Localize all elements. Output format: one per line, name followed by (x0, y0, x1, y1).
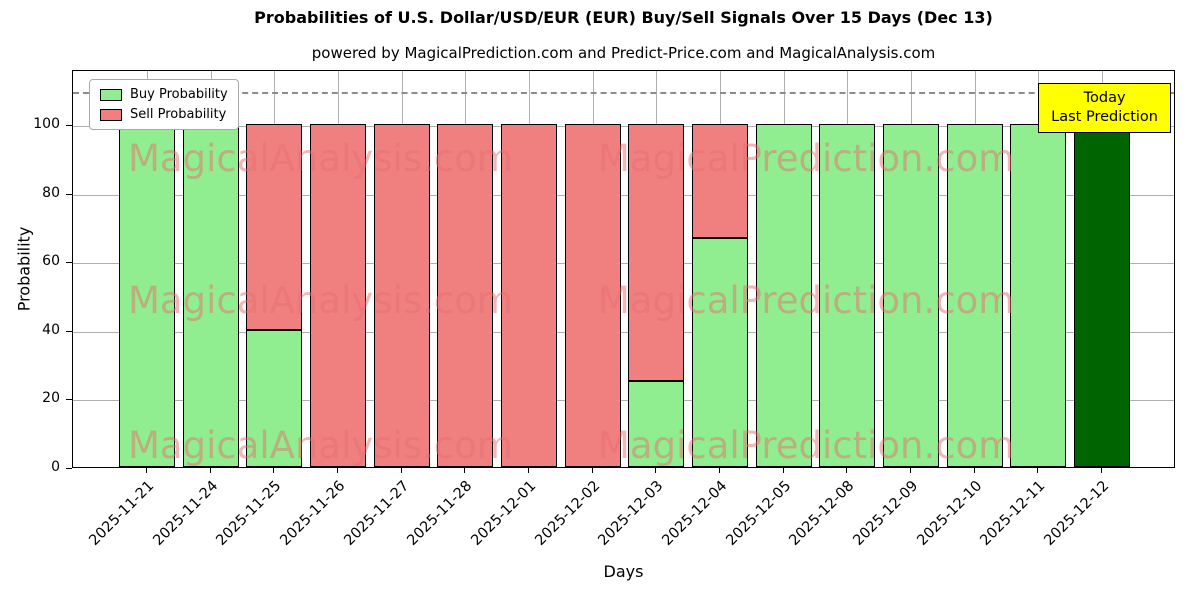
y-tick-label: 100 (33, 115, 60, 132)
bar-segment-buy (819, 123, 876, 467)
y-tick-mark (66, 193, 72, 195)
bar-segment-sell (692, 123, 749, 239)
y-tick-mark (66, 262, 72, 264)
bar-segment-buy (182, 123, 239, 467)
bar-segment-buy (1074, 123, 1131, 467)
bar-segment-buy (946, 123, 1003, 467)
h-gridline (73, 331, 1174, 333)
bar-segment-buy (692, 238, 749, 467)
x-tick-mark (910, 468, 912, 473)
x-tick-mark (1037, 468, 1039, 473)
bar-segment-sell (437, 123, 494, 467)
x-tick-mark (846, 468, 848, 473)
today-annotation-line2: Last Prediction (1051, 108, 1158, 125)
x-tick-mark (655, 468, 657, 473)
chart-title: Probabilities of U.S. Dollar/USD/EUR (EU… (254, 8, 993, 27)
h-gridline (73, 194, 1174, 196)
bar-segment-sell (564, 123, 621, 467)
legend-swatch-sell (100, 108, 122, 121)
x-tick-mark (336, 468, 338, 473)
threshold-dashed-line (73, 91, 1174, 94)
h-gridline (73, 125, 1174, 127)
y-tick-mark (66, 124, 72, 126)
bar-segment-buy (1010, 123, 1067, 467)
x-tick-label: 2025-11-21 (86, 478, 158, 549)
x-tick-mark (145, 468, 147, 473)
legend-swatch-buy (100, 88, 122, 101)
legend-label-buy: Buy Probability (130, 87, 228, 102)
legend-item-sell: Sell Probability (100, 107, 228, 122)
x-tick-mark (1101, 468, 1103, 473)
bar-segment-sell (309, 123, 366, 467)
bar-segment-sell (628, 123, 685, 382)
x-axis-label: Days (603, 562, 644, 581)
x-tick-mark (527, 468, 529, 473)
bar-segment-sell (373, 123, 430, 467)
h-gridline (73, 400, 1174, 402)
today-annotation-line1: Today (1083, 90, 1126, 106)
bar-segment-buy (883, 123, 940, 467)
bar-segment-sell (500, 123, 557, 467)
x-tick-mark (464, 468, 466, 473)
x-tick-mark (273, 468, 275, 473)
chart-subtitle: powered by MagicalPrediction.com and Pre… (311, 44, 936, 62)
h-gridline (73, 263, 1174, 265)
today-annotation: Today Last Prediction (1038, 83, 1171, 133)
bar-segment-buy (246, 329, 303, 467)
y-tick-label: 20 (42, 390, 60, 407)
x-tick-mark (209, 468, 211, 473)
x-tick-mark (719, 468, 721, 473)
x-tick-mark (973, 468, 975, 473)
x-tick-mark (591, 468, 593, 473)
legend-item-buy: Buy Probability (100, 87, 228, 102)
legend: Buy Probability Sell Probability (89, 79, 239, 130)
y-tick-mark (66, 399, 72, 401)
y-tick-mark (66, 330, 72, 332)
y-tick-mark (66, 468, 72, 469)
y-tick-label: 0 (51, 459, 60, 475)
plot-area: Buy Probability Sell Probability Today L… (72, 70, 1175, 468)
legend-label-sell: Sell Probability (130, 107, 227, 122)
bar-segment-buy (628, 381, 685, 467)
x-tick-mark (400, 468, 402, 473)
bar-segment-buy (118, 123, 175, 467)
y-tick-label: 60 (42, 253, 60, 270)
bar-segment-sell (246, 123, 303, 330)
x-tick-mark (782, 468, 784, 473)
bar-segment-buy (755, 123, 812, 467)
y-tick-label: 80 (42, 184, 60, 201)
y-tick-label: 40 (42, 321, 60, 338)
